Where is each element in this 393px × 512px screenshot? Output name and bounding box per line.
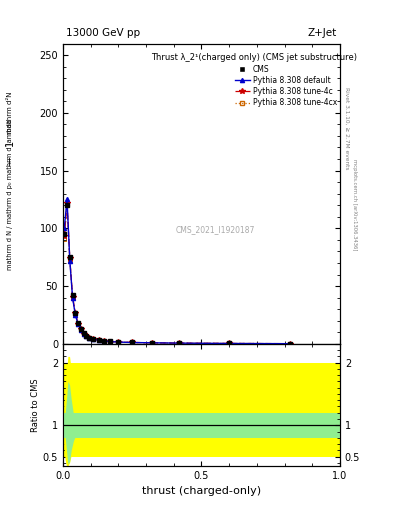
Text: Thrust λ_2¹(charged only) (CMS jet substructure): Thrust λ_2¹(charged only) (CMS jet subst… [152, 53, 358, 61]
Y-axis label: Ratio to CMS: Ratio to CMS [31, 378, 40, 432]
Text: 13000 GeV pp: 13000 GeV pp [66, 28, 140, 38]
Text: mcplots.cern.ch [arXiv:1306.3436]: mcplots.cern.ch [arXiv:1306.3436] [352, 159, 357, 250]
Text: Rivet 3.1.10, ≥ 2.7M events: Rivet 3.1.10, ≥ 2.7M events [344, 87, 349, 169]
Text: mathrm d²N: mathrm d²N [7, 91, 13, 134]
Text: mathrm d N / mathrm d p₀ mathrm d lambda: mathrm d N / mathrm d p₀ mathrm d lambda [7, 119, 13, 270]
Text: 1: 1 [5, 140, 15, 146]
X-axis label: thrust (charged-only): thrust (charged-only) [142, 486, 261, 496]
Text: CMS_2021_I1920187: CMS_2021_I1920187 [176, 225, 255, 234]
Text: —: — [5, 156, 15, 166]
Text: Z+Jet: Z+Jet [308, 28, 337, 38]
Legend: CMS, Pythia 8.308 default, Pythia 8.308 tune-4c, Pythia 8.308 tune-4cx: CMS, Pythia 8.308 default, Pythia 8.308 … [235, 65, 337, 108]
